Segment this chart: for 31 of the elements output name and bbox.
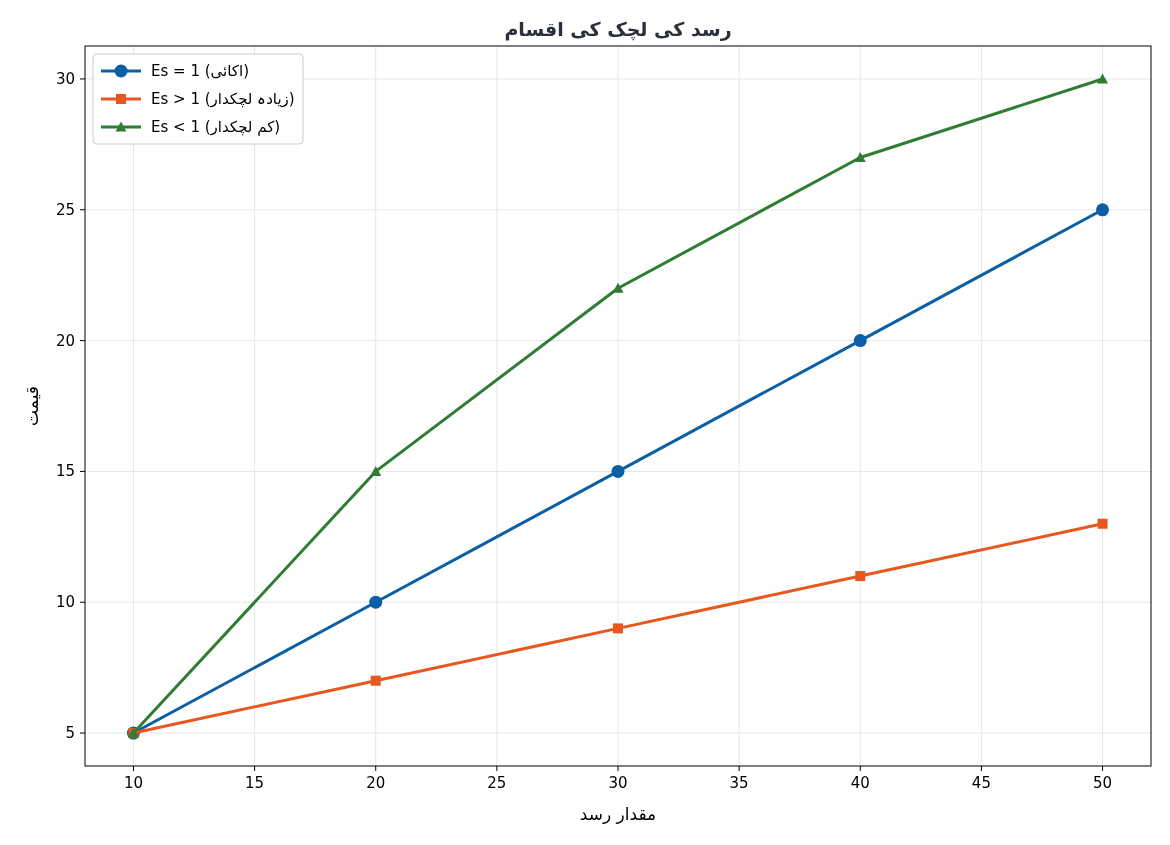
y-tick-label: 25 (55, 200, 75, 219)
y-axis-title: قیمت (22, 386, 42, 426)
legend-label: Es = 1 (اکائی) (151, 62, 249, 80)
x-tick-label: 15 (245, 774, 265, 792)
y-tick-label: 10 (55, 593, 75, 612)
legend-label: Es < 1 (کم لچکدار) (151, 118, 281, 136)
y-tick-label: 20 (55, 331, 75, 350)
point (370, 465, 382, 476)
x-tick-label: 20 (366, 774, 386, 792)
x-tick-label: 35 (729, 774, 749, 792)
x-tick-label: 25 (487, 774, 507, 792)
point (855, 571, 866, 582)
point (611, 464, 625, 478)
point (613, 623, 623, 634)
chart-title: رسد کی لچک کی اقسام (504, 18, 732, 41)
y-tick-label: 5 (65, 724, 75, 743)
x-tick-label: 50 (1093, 774, 1113, 792)
point (370, 675, 381, 686)
point (1096, 203, 1110, 217)
point (853, 334, 867, 348)
point (854, 151, 866, 162)
x-tick-label: 45 (971, 774, 991, 792)
y-tick-label: 30 (55, 69, 75, 88)
y-tick-label: 15 (55, 462, 75, 481)
x-tick-label: 30 (608, 774, 628, 792)
x-tick-label: 40 (850, 774, 870, 792)
legend-label: Es > 1 (زیادہ لچکدار) (151, 90, 295, 108)
point (1097, 518, 1108, 529)
point (369, 595, 383, 609)
x-tick-label: 10 (123, 774, 143, 792)
x-axis-title: مقدار رسد (579, 804, 657, 824)
